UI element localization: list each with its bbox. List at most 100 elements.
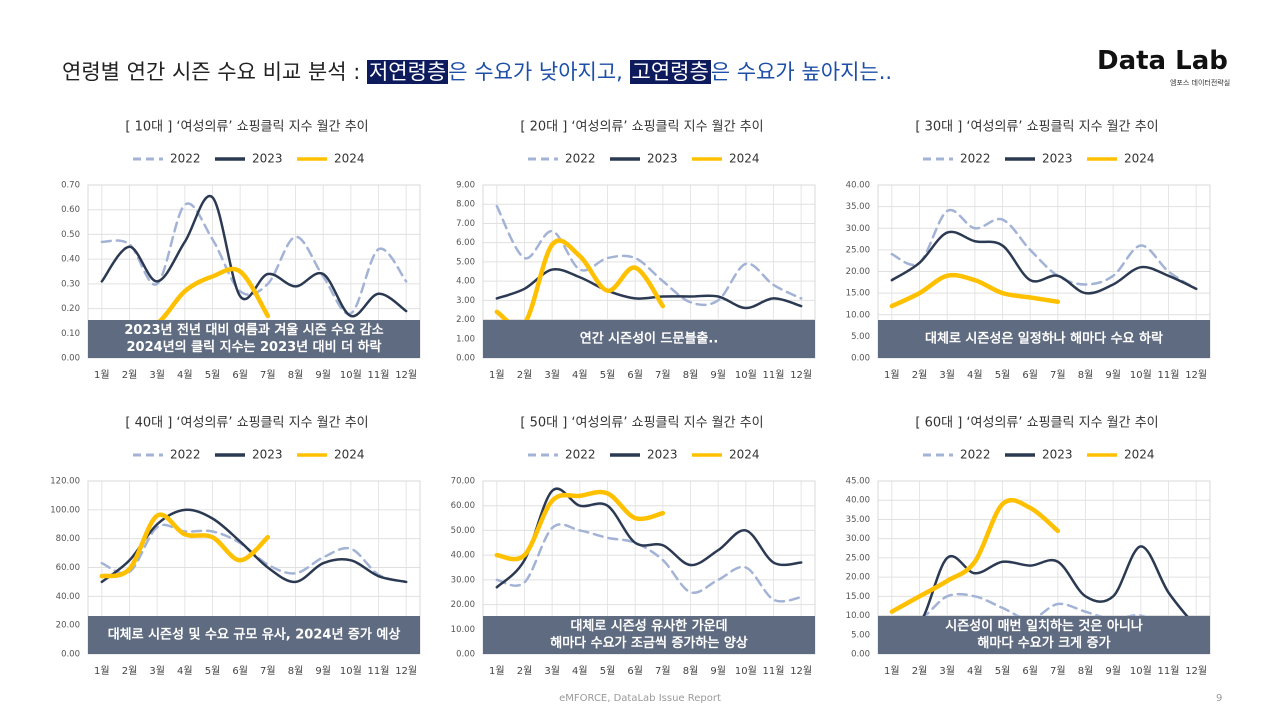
legend-label: 2024 bbox=[1124, 448, 1155, 462]
y-tick-label: 0.00 bbox=[456, 650, 475, 660]
y-tick-label: 10.00 bbox=[846, 310, 870, 320]
y-tick-label: 30.00 bbox=[451, 575, 475, 585]
x-tick-label: 3월 bbox=[149, 369, 165, 381]
legend-label: 2023 bbox=[1042, 152, 1073, 166]
series-line bbox=[100, 508, 408, 584]
series-line bbox=[495, 267, 803, 310]
x-tick-label: 10월 bbox=[1130, 369, 1152, 381]
y-tick-label: 4.00 bbox=[456, 277, 475, 287]
x-tick-label: 8월 bbox=[1078, 665, 1094, 677]
annotation-text: 연간 시즌성이 드문블출.. bbox=[580, 331, 719, 347]
chart-title: [ 10대 ] ‘여성의류’ 쇼핑클릭 지수 월간 추이 bbox=[125, 120, 368, 135]
x-tick-label: 4월 bbox=[572, 665, 588, 677]
y-tick-label: 0.10 bbox=[61, 329, 80, 339]
chart-title: [ 30대 ] ‘여성의류’ 쇼핑클릭 지수 월간 추이 bbox=[915, 120, 1158, 135]
title-part: 저연령층 bbox=[366, 60, 449, 84]
x-tick-label: 12월 bbox=[790, 665, 812, 677]
legend-label: 2024 bbox=[729, 152, 760, 166]
x-tick-label: 2월 bbox=[122, 369, 138, 381]
legend-label: 2022 bbox=[565, 448, 596, 462]
x-tick-label: 7월 bbox=[655, 369, 671, 381]
y-tick-label: 0.20 bbox=[61, 304, 80, 314]
x-tick-label: 6월 bbox=[1022, 369, 1038, 381]
page-number: 9 bbox=[1216, 693, 1223, 704]
y-tick-label: 0.70 bbox=[61, 181, 80, 191]
y-tick-label: 45.00 bbox=[846, 477, 870, 487]
y-tick-label: 5.00 bbox=[851, 630, 870, 640]
y-tick-label: 40.00 bbox=[846, 496, 870, 506]
series-line bbox=[890, 208, 1198, 291]
x-tick-label: 3월 bbox=[544, 665, 560, 677]
annotation-box bbox=[878, 320, 1210, 358]
x-tick-label: 1월 bbox=[489, 665, 505, 677]
series-line bbox=[495, 487, 803, 589]
x-tick-label: 5월 bbox=[600, 369, 616, 381]
annotation-box bbox=[483, 320, 815, 358]
logo-sub: 엠포스 데이터전략실 bbox=[1170, 79, 1231, 87]
x-tick-label: 5월 bbox=[995, 369, 1011, 381]
y-tick-label: 20.00 bbox=[56, 621, 80, 631]
y-tick-label: 25.00 bbox=[846, 245, 870, 255]
y-tick-label: 0.00 bbox=[456, 354, 475, 364]
chart-title: [ 40대 ] ‘여성의류’ 쇼핑클릭 지수 월간 추이 bbox=[125, 416, 368, 431]
x-tick-label: 6월 bbox=[232, 665, 248, 677]
y-tick-label: 0.00 bbox=[851, 354, 870, 364]
x-tick-label: 11월 bbox=[763, 665, 785, 677]
y-tick-label: 40.00 bbox=[451, 551, 475, 561]
y-tick-label: 70.00 bbox=[451, 477, 475, 487]
legend-label: 2024 bbox=[729, 448, 760, 462]
chart-title: [ 50대 ] ‘여성의류’ 쇼핑클릭 지수 월간 추이 bbox=[520, 416, 763, 431]
series-line bbox=[890, 545, 1198, 629]
x-tick-label: 1월 bbox=[94, 369, 110, 381]
annotation-box bbox=[88, 616, 420, 654]
legend-label: 2024 bbox=[334, 152, 365, 166]
legend-label: 2022 bbox=[960, 152, 991, 166]
y-tick-label: 60.00 bbox=[56, 563, 80, 573]
x-tick-label: 10월 bbox=[340, 369, 362, 381]
x-tick-label: 8월 bbox=[288, 369, 304, 381]
y-tick-label: 100.00 bbox=[50, 505, 80, 515]
y-tick-label: 40.00 bbox=[846, 181, 870, 191]
legend-label: 2022 bbox=[565, 152, 596, 166]
y-tick-label: 9.00 bbox=[456, 181, 475, 191]
x-tick-label: 7월 bbox=[1050, 369, 1066, 381]
series-line bbox=[890, 230, 1198, 295]
x-tick-label: 4월 bbox=[177, 369, 193, 381]
x-tick-label: 5월 bbox=[205, 369, 221, 381]
annotation-box bbox=[483, 616, 815, 654]
x-tick-label: 6월 bbox=[627, 665, 643, 677]
x-tick-label: 12월 bbox=[1185, 665, 1207, 677]
x-tick-label: 2월 bbox=[122, 665, 138, 677]
legend-label: 2023 bbox=[252, 152, 283, 166]
annotation-text: 대체로 시즌성 및 수요 규모 유사, 2024년 증가 예상 bbox=[108, 627, 401, 643]
y-tick-label: 7.00 bbox=[456, 219, 475, 229]
x-tick-label: 8월 bbox=[1078, 369, 1094, 381]
x-tick-label: 2월 bbox=[517, 665, 533, 677]
y-tick-label: 0.50 bbox=[61, 230, 80, 240]
x-tick-label: 11월 bbox=[1158, 369, 1180, 381]
legend-label: 2023 bbox=[1042, 448, 1073, 462]
y-tick-label: 0.00 bbox=[851, 650, 870, 660]
title-part: 은 수요가 낮아지고, bbox=[448, 60, 630, 84]
x-tick-label: 7월 bbox=[655, 665, 671, 677]
y-tick-label: 10.00 bbox=[846, 611, 870, 621]
y-tick-label: 5.00 bbox=[456, 257, 475, 267]
y-tick-label: 0.60 bbox=[61, 205, 80, 215]
y-tick-label: 15.00 bbox=[846, 592, 870, 602]
y-tick-label: 80.00 bbox=[56, 534, 80, 544]
legend-label: 2023 bbox=[647, 152, 678, 166]
y-tick-label: 1.00 bbox=[456, 334, 475, 344]
x-tick-label: 4월 bbox=[572, 369, 588, 381]
y-tick-label: 35.00 bbox=[846, 202, 870, 212]
y-tick-label: 20.00 bbox=[846, 267, 870, 277]
y-tick-label: 8.00 bbox=[456, 200, 475, 210]
x-tick-label: 9월 bbox=[1105, 369, 1121, 381]
x-tick-label: 5월 bbox=[600, 665, 616, 677]
x-tick-label: 4월 bbox=[967, 665, 983, 677]
y-tick-label: 35.00 bbox=[846, 515, 870, 525]
y-tick-label: 0.30 bbox=[61, 279, 80, 289]
y-tick-label: 25.00 bbox=[846, 553, 870, 563]
series-line bbox=[100, 202, 408, 315]
series-line bbox=[494, 489, 666, 562]
